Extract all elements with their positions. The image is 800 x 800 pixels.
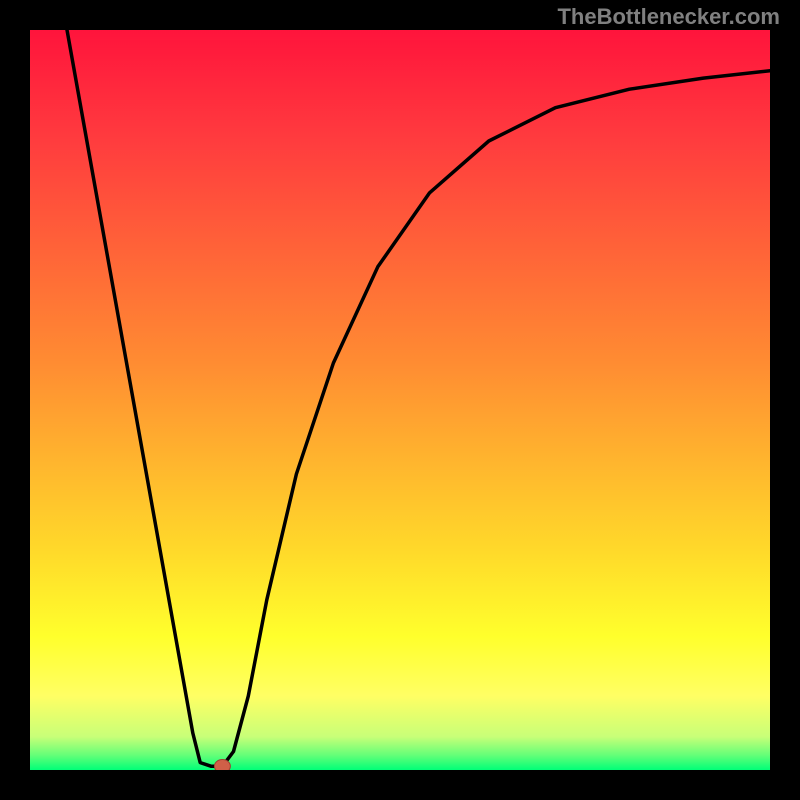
gradient-line-chart <box>30 30 770 770</box>
gradient-background <box>30 30 770 770</box>
optimum-marker <box>214 760 230 771</box>
plot-area <box>30 30 770 770</box>
chart-frame: TheBottlenecker.com <box>0 0 800 800</box>
source-attribution: TheBottlenecker.com <box>557 4 780 30</box>
